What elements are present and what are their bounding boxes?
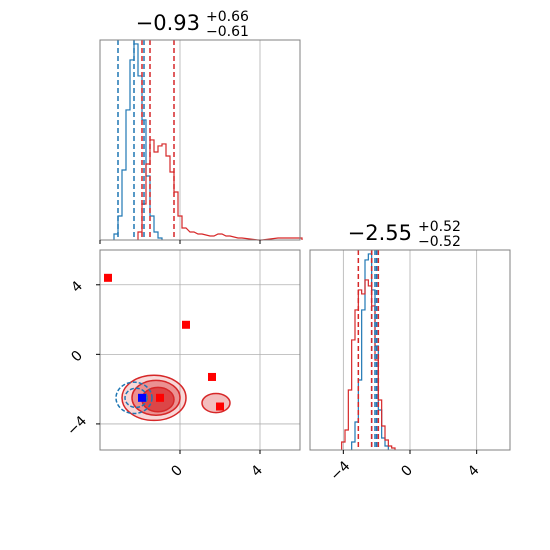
blue-point — [138, 393, 146, 402]
red-point — [156, 393, 164, 402]
hist-param-2-red-histogram — [341, 279, 396, 450]
red-point — [104, 273, 112, 282]
red-point — [208, 372, 216, 381]
scatter-2d-panel: 0 4 −4 0 4 — [64, 249, 301, 480]
scatter-2d-frame — [99, 249, 301, 451]
hist-param-2-panel: −4 0 4 −2.55 +0.52 −0.52 — [309, 219, 511, 484]
scatter-2d-ytick-label: 4 — [68, 278, 86, 296]
hist-param-1-title: −0.93 — [136, 11, 200, 35]
hist-param-2-xtick-label: −4 — [328, 458, 354, 484]
blue-contour — [124, 387, 148, 409]
scatter-2d-xtick-label: 4 — [248, 462, 266, 480]
scatter-2d-ytick-label: 0 — [68, 348, 86, 366]
hist-param-1-frame — [99, 39, 301, 241]
hist-param-2-xtick-label: 0 — [398, 462, 416, 480]
hist-param-2-title: −2.55 — [348, 221, 412, 245]
hist-param-1-panel: −0.93 +0.66 −0.61 — [99, 9, 303, 244]
blue-contour — [115, 381, 153, 415]
hist-param-2-title-lower: −0.52 — [418, 234, 461, 250]
scatter-2d-plot-area — [104, 273, 231, 422]
hist-param-2-xtick-label: 4 — [465, 462, 483, 480]
scatter-2d-xtick-label: 0 — [168, 462, 186, 480]
hist-param-2-title-upper: +0.52 — [418, 219, 461, 235]
red-point — [216, 402, 224, 411]
scatter-2d-ytick-label: −4 — [64, 413, 90, 439]
red-point — [182, 320, 190, 329]
hist-param-1-blue-histogram — [113, 43, 163, 240]
scatter-2d-background — [100, 250, 300, 450]
hist-param-1-title-lower: −0.61 — [206, 24, 249, 40]
hist-param-1-title-upper: +0.66 — [206, 9, 249, 25]
